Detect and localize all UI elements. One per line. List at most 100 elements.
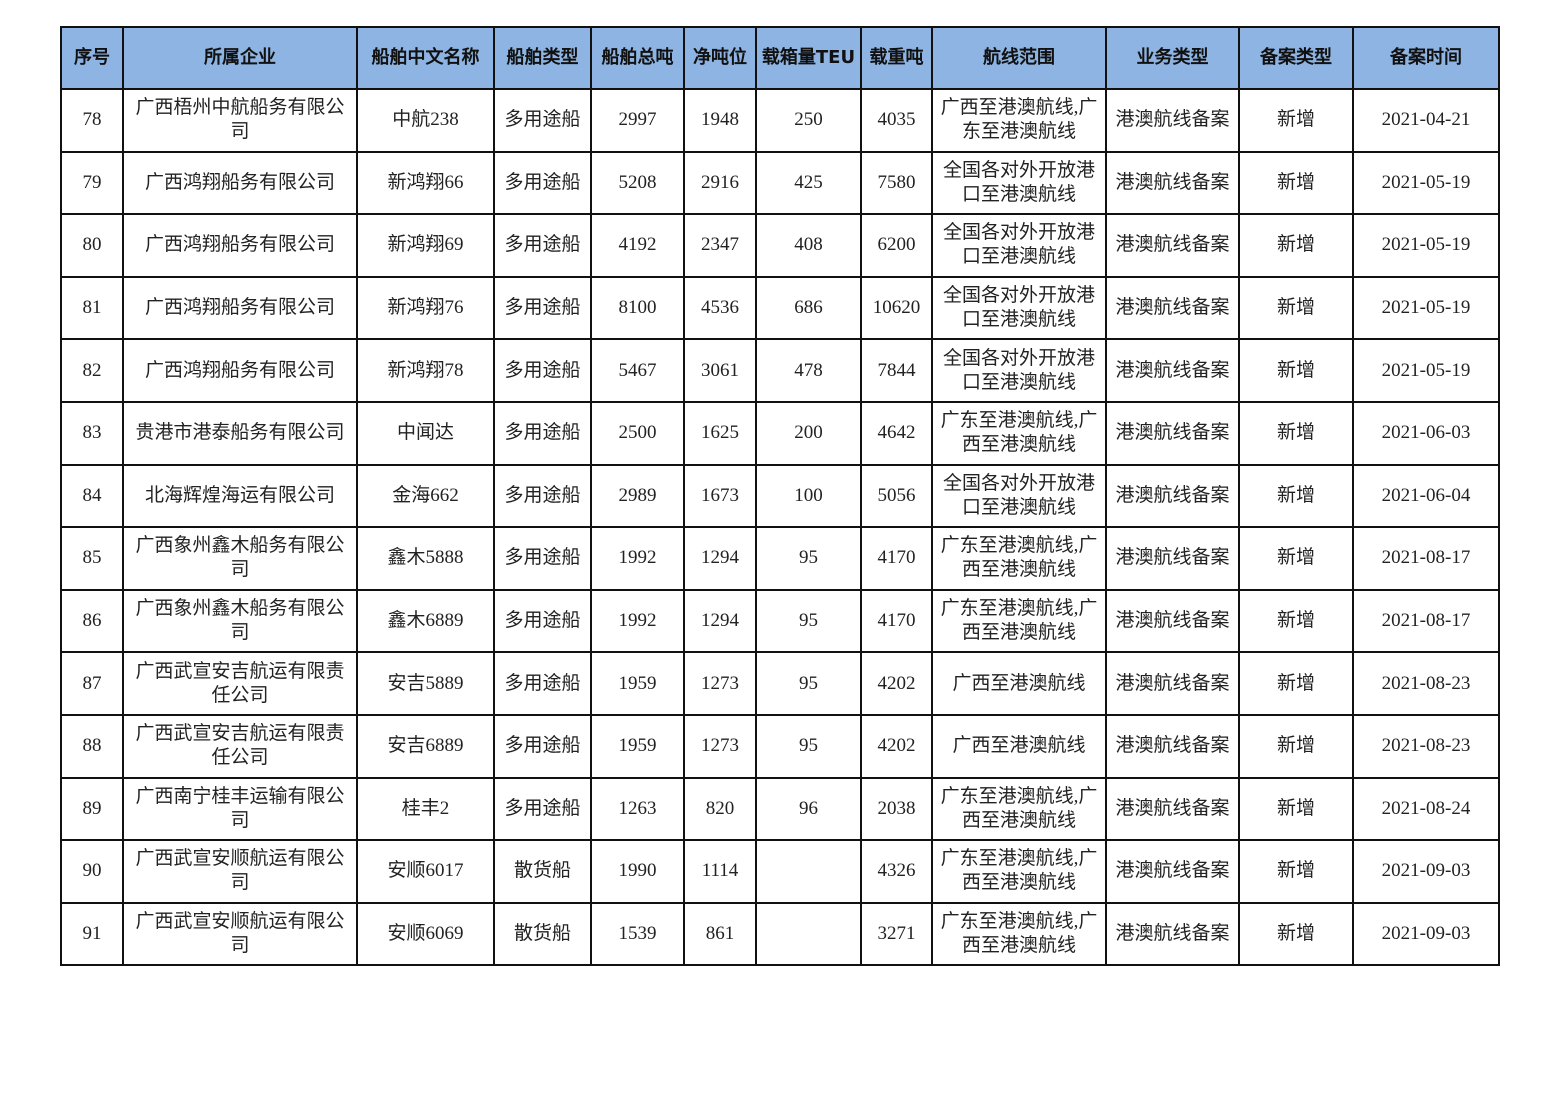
cell-filing-type: 新增	[1238, 275, 1354, 341]
cell-business-type: 港澳航线备案	[1105, 651, 1240, 716]
cell-filing-type: 新增	[1238, 88, 1354, 153]
cell-company: 广西鸿翔船务有限公司	[122, 338, 358, 403]
cell-route-scope: 全国各对外开放港口至港澳航线	[931, 213, 1107, 278]
cell-ship-type: 多用途船	[493, 526, 592, 591]
cell-business-type: 港澳航线备案	[1105, 713, 1240, 779]
table-row: 88 广西武宣安吉航运有限责任公司 安吉6889 多用途船 1959 1273 95 4202…	[60, 713, 1500, 779]
cell-filing-type: 新增	[1238, 463, 1354, 529]
table-row: 83 贵港市港泰船务有限公司 中闻达 多用途船 2500 1625 200 4642 广东至港澳…	[60, 400, 1500, 466]
table-row: 87 广西武宣安吉航运有限责任公司 安吉5889 多用途船 1959 1273 95 4202…	[60, 651, 1500, 716]
column-header-deadweight: 载重吨	[860, 26, 933, 90]
cell-index: 90	[60, 839, 124, 904]
cell-gross-tonnage: 1992	[590, 588, 685, 654]
cell-business-type: 港澳航线备案	[1105, 526, 1240, 591]
cell-gross-tonnage: 1959	[590, 713, 685, 779]
cell-route-scope: 广东至港澳航线,广西至港澳航线	[931, 400, 1107, 466]
cell-teu-capacity: 96	[755, 776, 862, 842]
cell-gross-tonnage: 2997	[590, 88, 685, 153]
cell-route-scope: 广西至港澳航线	[931, 713, 1107, 779]
cell-filing-date: 2021-05-19	[1352, 213, 1500, 278]
cell-deadweight: 4035	[860, 88, 933, 153]
cell-filing-type: 新增	[1238, 776, 1354, 842]
cell-gross-tonnage: 1263	[590, 776, 685, 842]
cell-business-type: 港澳航线备案	[1105, 463, 1240, 529]
column-header-index: 序号	[60, 26, 124, 90]
cell-net-tonnage: 2916	[683, 150, 757, 216]
cell-business-type: 港澳航线备案	[1105, 776, 1240, 842]
cell-index: 87	[60, 651, 124, 716]
table-row: 85 广西象州鑫木船务有限公司 鑫木5888 多用途船 1992 1294 95 4170 广东…	[60, 526, 1500, 591]
cell-net-tonnage: 1673	[683, 463, 757, 529]
cell-teu-capacity: 95	[755, 651, 862, 716]
cell-company: 广西象州鑫木船务有限公司	[122, 526, 358, 591]
cell-net-tonnage: 1625	[683, 400, 757, 466]
cell-filing-type: 新增	[1238, 713, 1354, 779]
cell-business-type: 港澳航线备案	[1105, 213, 1240, 278]
cell-index: 88	[60, 713, 124, 779]
cell-company: 广西武宣安吉航运有限责任公司	[122, 713, 358, 779]
cell-ship-type: 散货船	[493, 839, 592, 904]
cell-ship-name: 鑫木6889	[356, 588, 495, 654]
cell-business-type: 港澳航线备案	[1105, 400, 1240, 466]
cell-net-tonnage: 1273	[683, 713, 757, 779]
cell-index: 78	[60, 88, 124, 153]
cell-teu-capacity	[755, 901, 862, 967]
table-row: 89 广西南宁桂丰运输有限公司 桂丰2 多用途船 1263 820 96 2038 广东至港澳航…	[60, 776, 1500, 842]
cell-filing-date: 2021-04-21	[1352, 88, 1500, 153]
cell-company: 广西梧州中航船务有限公司	[122, 88, 358, 153]
cell-company: 广西鸿翔船务有限公司	[122, 275, 358, 341]
cell-deadweight: 4642	[860, 400, 933, 466]
ship-registry-table: 序号 所属企业 船舶中文名称 船舶类型 船舶总吨 净吨位 载箱量TEU 载重吨 航线范围 业务类型…	[60, 26, 1500, 967]
cell-company: 北海辉煌海运有限公司	[122, 463, 358, 529]
cell-teu-capacity: 95	[755, 588, 862, 654]
cell-ship-type: 多用途船	[493, 338, 592, 403]
cell-teu-capacity: 95	[755, 526, 862, 591]
cell-gross-tonnage: 1539	[590, 901, 685, 967]
cell-ship-name: 桂丰2	[356, 776, 495, 842]
cell-filing-type: 新增	[1238, 150, 1354, 216]
cell-index: 81	[60, 275, 124, 341]
cell-route-scope: 广西至港澳航线	[931, 651, 1107, 716]
cell-index: 84	[60, 463, 124, 529]
cell-net-tonnage: 1273	[683, 651, 757, 716]
cell-filing-date: 2021-06-03	[1352, 400, 1500, 466]
cell-business-type: 港澳航线备案	[1105, 901, 1240, 967]
cell-net-tonnage: 1114	[683, 839, 757, 904]
cell-index: 85	[60, 526, 124, 591]
cell-route-scope: 全国各对外开放港口至港澳航线	[931, 338, 1107, 403]
cell-index: 89	[60, 776, 124, 842]
cell-company: 广西武宣安顺航运有限公司	[122, 901, 358, 967]
cell-ship-name: 新鸿翔78	[356, 338, 495, 403]
cell-route-scope: 全国各对外开放港口至港澳航线	[931, 463, 1107, 529]
table-row: 78 广西梧州中航船务有限公司 中航238 多用途船 2997 1948 250 4035 广西…	[60, 88, 1500, 153]
cell-teu-capacity: 686	[755, 275, 862, 341]
column-header-business-type: 业务类型	[1105, 26, 1240, 90]
cell-ship-type: 多用途船	[493, 588, 592, 654]
cell-index: 86	[60, 588, 124, 654]
cell-deadweight: 5056	[860, 463, 933, 529]
cell-ship-type: 多用途船	[493, 651, 592, 716]
cell-ship-name: 中航238	[356, 88, 495, 153]
cell-filing-date: 2021-08-23	[1352, 651, 1500, 716]
cell-deadweight: 3271	[860, 901, 933, 967]
table-row: 79 广西鸿翔船务有限公司 新鸿翔66 多用途船 5208 2916 425 7580 全国各对…	[60, 150, 1500, 216]
cell-deadweight: 4326	[860, 839, 933, 904]
column-header-company: 所属企业	[122, 26, 358, 90]
cell-business-type: 港澳航线备案	[1105, 88, 1240, 153]
cell-teu-capacity: 95	[755, 713, 862, 779]
cell-deadweight: 10620	[860, 275, 933, 341]
cell-ship-name: 新鸿翔76	[356, 275, 495, 341]
cell-filing-type: 新增	[1238, 588, 1354, 654]
cell-deadweight: 7844	[860, 338, 933, 403]
cell-teu-capacity: 478	[755, 338, 862, 403]
cell-teu-capacity: 408	[755, 213, 862, 278]
cell-company: 贵港市港泰船务有限公司	[122, 400, 358, 466]
cell-ship-name: 安顺6017	[356, 839, 495, 904]
cell-deadweight: 6200	[860, 213, 933, 278]
cell-index: 79	[60, 150, 124, 216]
cell-ship-type: 多用途船	[493, 400, 592, 466]
cell-route-scope: 广东至港澳航线,广西至港澳航线	[931, 776, 1107, 842]
cell-net-tonnage: 4536	[683, 275, 757, 341]
cell-ship-name: 新鸿翔66	[356, 150, 495, 216]
cell-ship-type: 多用途船	[493, 713, 592, 779]
